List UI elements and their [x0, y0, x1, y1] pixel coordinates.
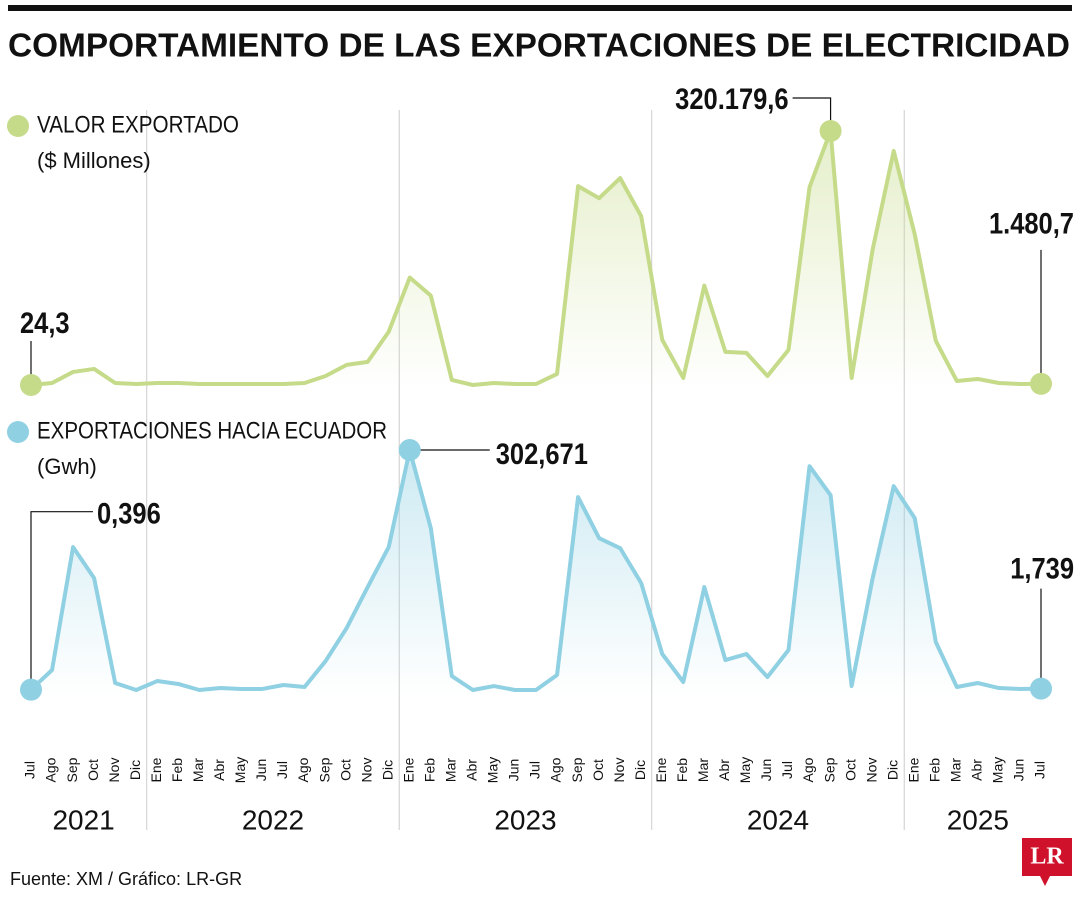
x-tick-label: Ago	[800, 757, 816, 782]
x-tick-label: May	[232, 757, 248, 783]
source: Fuente: XM / Gráfico: LR-GR	[10, 869, 242, 889]
top-rule	[8, 5, 1072, 11]
x-tick-label: Mar	[695, 758, 711, 782]
highlight-point	[1030, 372, 1052, 395]
year-label: 2025	[947, 804, 1009, 835]
x-tick-label: Sep	[64, 757, 80, 782]
x-tick-label: May	[485, 757, 501, 783]
highlight-point	[398, 439, 421, 461]
highlight-point	[819, 120, 842, 142]
x-tick-label: Dic	[379, 760, 395, 780]
x-tick-label: Oct	[590, 759, 606, 781]
x-tick-label: Dic	[632, 760, 648, 780]
highlight-point	[20, 373, 42, 396]
x-tick-label: Nov	[863, 758, 879, 783]
x-tick-label: Feb	[421, 758, 437, 782]
area	[31, 450, 1041, 695]
logo-tail	[1040, 876, 1050, 886]
x-tick-label: Jun	[506, 759, 522, 782]
x-tick-label: Ago	[43, 757, 59, 782]
x-tick-label: May	[990, 757, 1006, 783]
legend-label: VALOR EXPORTADO	[37, 111, 239, 138]
callout-line	[792, 97, 832, 131]
data-label: 24,3	[20, 306, 70, 339]
chart-title: COMPORTAMIENTO DE LAS EXPORTACIONES DE E…	[8, 27, 1070, 64]
x-tick-label: Oct	[337, 759, 353, 781]
x-tick-label: Feb	[169, 758, 185, 782]
x-tick-label: Jun	[1011, 759, 1027, 782]
x-tick-label: Dic	[127, 760, 143, 780]
year-label: 2022	[242, 804, 304, 835]
highlight-point	[1030, 677, 1052, 700]
x-tick-label: Jul	[779, 761, 795, 779]
x-tick-label: Sep	[821, 757, 837, 782]
x-tick-label: Mar	[190, 758, 206, 782]
data-label: 320.179,6	[675, 82, 788, 115]
legend-unit: ($ Millones)	[37, 148, 151, 173]
x-tick-label: Feb	[926, 758, 942, 782]
x-tick-label: Sep	[316, 757, 332, 782]
x-tick-label: Oct	[842, 759, 858, 781]
callout-line	[30, 511, 93, 690]
x-tick-label: May	[737, 757, 753, 783]
line	[30, 129, 1042, 387]
x-tick-label: Ene	[905, 757, 921, 782]
x-tick-label: Ago	[295, 757, 311, 782]
area	[31, 131, 1041, 390]
x-tick-label: Nov	[358, 758, 374, 783]
year-label: 2021	[52, 804, 114, 835]
data-label: 1.480,7	[989, 207, 1074, 240]
x-tick-label: Ene	[653, 757, 669, 782]
x-tick-label: Abr	[464, 759, 480, 781]
x-tick-label: Mar	[948, 758, 964, 782]
legend-marker	[7, 115, 29, 137]
line	[29, 448, 1042, 692]
x-tick-label: Sep	[569, 757, 585, 782]
legend-unit: (Gwh)	[37, 454, 97, 479]
data-label: 302,671	[496, 437, 588, 470]
logo-box	[1022, 838, 1072, 876]
x-tick-label: Abr	[211, 759, 227, 781]
logo: LR	[1030, 844, 1064, 870]
x-tick-label: Nov	[611, 758, 627, 783]
x-tick-label: Jul	[1032, 761, 1048, 779]
x-tick-label: Ago	[548, 757, 564, 782]
data-label: 1,739	[1010, 552, 1074, 585]
x-tick-label: Mar	[443, 758, 459, 782]
x-tick-label: Jun	[758, 759, 774, 782]
x-tick-label: Jul	[527, 761, 543, 779]
legend-label: EXPORTACIONES HACIA ECUADOR	[37, 417, 387, 444]
x-tick-label: Abr	[969, 759, 985, 781]
x-tick-label: Jul	[274, 761, 290, 779]
legend-marker	[7, 421, 29, 443]
x-tick-label: Dic	[884, 760, 900, 780]
year-label: 2024	[747, 804, 809, 835]
year-label: 2023	[494, 804, 556, 835]
x-tick-label: Abr	[716, 759, 732, 781]
x-tick-label: Ene	[148, 757, 164, 782]
highlight-point	[20, 678, 42, 701]
x-tick-label: Oct	[85, 759, 101, 781]
x-tick-label: Jul	[22, 761, 38, 779]
data-label: 0,396	[97, 497, 161, 530]
x-tick-label: Ene	[400, 757, 416, 782]
x-tick-label: Nov	[106, 758, 122, 783]
x-tick-label: Jun	[253, 759, 269, 782]
x-tick-label: Feb	[674, 758, 690, 782]
